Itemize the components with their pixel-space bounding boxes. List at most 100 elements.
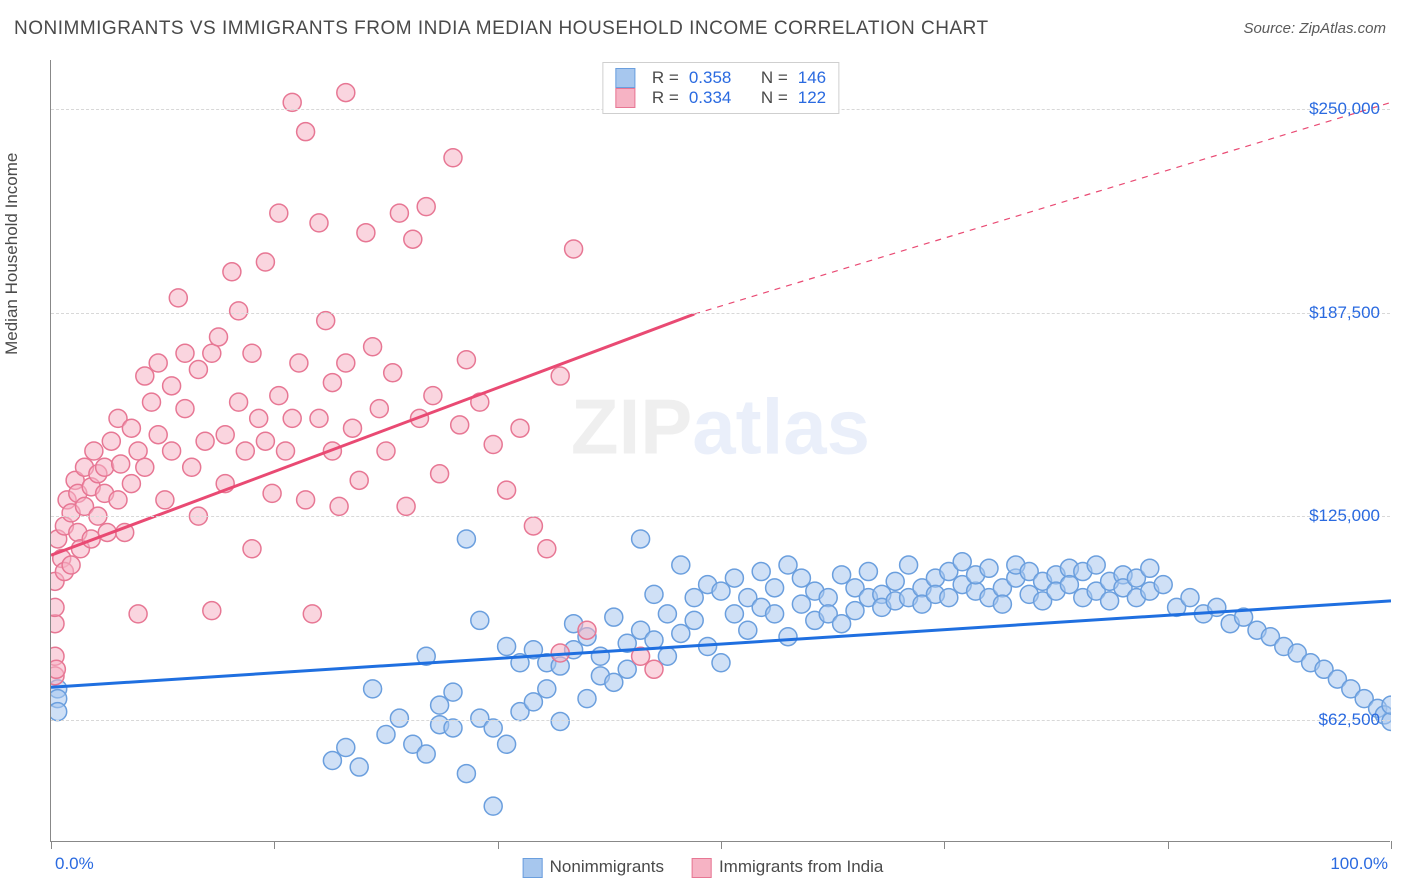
data-point (112, 455, 130, 473)
data-point (605, 608, 623, 626)
data-point (156, 491, 174, 509)
data-point (189, 361, 207, 379)
data-point (196, 432, 214, 450)
data-point (263, 484, 281, 502)
data-point (163, 442, 181, 460)
data-point (384, 364, 402, 382)
data-point (377, 725, 395, 743)
data-point (364, 680, 382, 698)
data-point (183, 458, 201, 476)
data-point (1181, 589, 1199, 607)
data-point (51, 615, 64, 633)
data-point (364, 338, 382, 356)
stat-n-label: N = (761, 88, 788, 108)
data-point (122, 419, 140, 437)
data-point (350, 471, 368, 489)
data-point (578, 690, 596, 708)
x-tick-mark (274, 841, 275, 849)
data-point (431, 696, 449, 714)
data-point (632, 530, 650, 548)
chart-plot-area: ZIPatlas R = 0.358 N = 146 R = 0.334 N =… (50, 60, 1390, 842)
data-point (658, 605, 676, 623)
data-point (658, 647, 676, 665)
data-point (752, 563, 770, 581)
y-tick-label: $125,000 (1309, 506, 1380, 526)
data-point (551, 712, 569, 730)
data-point (605, 673, 623, 691)
stat-row-series1: R = 0.358 N = 146 (615, 68, 826, 88)
data-point (712, 654, 730, 672)
data-point (451, 416, 469, 434)
data-point (417, 198, 435, 216)
data-point (230, 302, 248, 320)
data-point (370, 400, 388, 418)
source-attribution: Source: ZipAtlas.com (1243, 20, 1386, 37)
x-tick-mark (944, 841, 945, 849)
x-axis-max-label: 100.0% (1330, 854, 1388, 874)
data-point (833, 566, 851, 584)
stat-swatch-1 (615, 68, 635, 88)
gridline (51, 313, 1390, 314)
stat-r-value-1: 0.358 (689, 68, 732, 88)
data-point (1154, 576, 1172, 594)
data-point (323, 374, 341, 392)
data-point (129, 442, 147, 460)
x-tick-mark (1168, 841, 1169, 849)
data-point (243, 344, 261, 362)
data-point (297, 491, 315, 509)
data-point (471, 611, 489, 629)
data-point (900, 556, 918, 574)
data-point (538, 680, 556, 698)
stat-n-value-1: 146 (798, 68, 826, 88)
data-point (256, 432, 274, 450)
data-point (524, 693, 542, 711)
data-point (417, 745, 435, 763)
data-point (953, 553, 971, 571)
data-point (169, 289, 187, 307)
gridline (51, 516, 1390, 517)
data-point (122, 475, 140, 493)
data-point (538, 540, 556, 558)
data-point (672, 556, 690, 574)
data-point (766, 579, 784, 597)
data-point (136, 458, 154, 476)
data-point (203, 602, 221, 620)
data-point (1087, 556, 1105, 574)
data-point (993, 595, 1011, 613)
data-point (645, 631, 663, 649)
data-point (404, 230, 422, 248)
data-point (390, 204, 408, 222)
data-point (565, 240, 583, 258)
data-point (230, 393, 248, 411)
data-point (236, 442, 254, 460)
data-point (980, 559, 998, 577)
legend-item-2: Immigrants from India (692, 857, 883, 878)
data-point (250, 409, 268, 427)
data-point (725, 569, 743, 587)
data-point (792, 569, 810, 587)
data-point (457, 765, 475, 783)
data-point (51, 660, 65, 678)
data-point (524, 517, 542, 535)
data-point (277, 442, 295, 460)
data-point (833, 615, 851, 633)
data-point (739, 621, 757, 639)
stat-n-value-2: 122 (798, 88, 826, 108)
stat-n-label: N = (761, 68, 788, 88)
data-point (330, 497, 348, 515)
data-point (498, 481, 516, 499)
legend-item-1: Nonimmigrants (523, 857, 664, 878)
data-point (337, 354, 355, 372)
data-point (310, 214, 328, 232)
data-point (96, 458, 114, 476)
legend-swatch-2 (692, 858, 712, 878)
stat-r-label: R = (652, 68, 679, 88)
data-point (323, 752, 341, 770)
data-point (424, 387, 442, 405)
data-point (618, 660, 636, 678)
legend-label-1: Nonimmigrants (550, 857, 664, 876)
data-point (431, 465, 449, 483)
data-point (484, 719, 502, 737)
stat-r-value-2: 0.334 (689, 88, 732, 108)
data-point (685, 611, 703, 629)
